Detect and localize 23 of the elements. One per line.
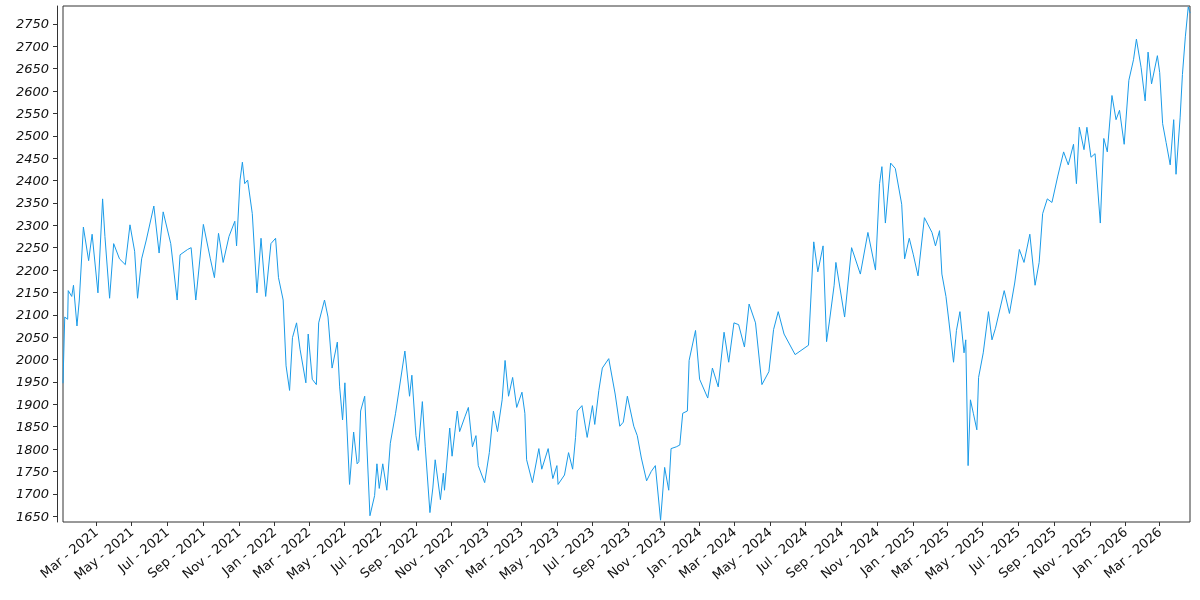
- y-tick-label: 2550: [15, 105, 49, 121]
- y-tick-label: 2750: [15, 16, 49, 32]
- y-tick-label: 1800: [15, 441, 49, 457]
- y-tick-label: 2150: [15, 284, 49, 300]
- y-tick-label: 2300: [15, 217, 49, 233]
- y-tick-label: 2200: [15, 262, 49, 278]
- y-tick-label: 1950: [15, 374, 49, 390]
- y-tick-label: 1900: [15, 396, 49, 412]
- y-tick-label: 2650: [15, 61, 49, 77]
- y-tick-label: 1850: [15, 419, 49, 435]
- y-tick-label: 2400: [15, 173, 49, 189]
- y-tick-label: 2250: [15, 240, 49, 256]
- y-tick-label: 2600: [15, 83, 49, 99]
- y-tick-label: 2350: [15, 195, 49, 211]
- y-tick-label: 2700: [15, 38, 49, 54]
- y-tick-label: 2100: [15, 307, 49, 323]
- y-tick-label: 1750: [15, 463, 49, 479]
- y-tick-label: 2000: [15, 352, 49, 368]
- y-tick-label: 2500: [15, 128, 49, 144]
- y-tick-label: 1700: [15, 486, 49, 502]
- y-tick-label: 2050: [15, 329, 49, 345]
- y-tick-label: 2450: [15, 150, 49, 166]
- y-tick-label: 1650: [15, 508, 49, 524]
